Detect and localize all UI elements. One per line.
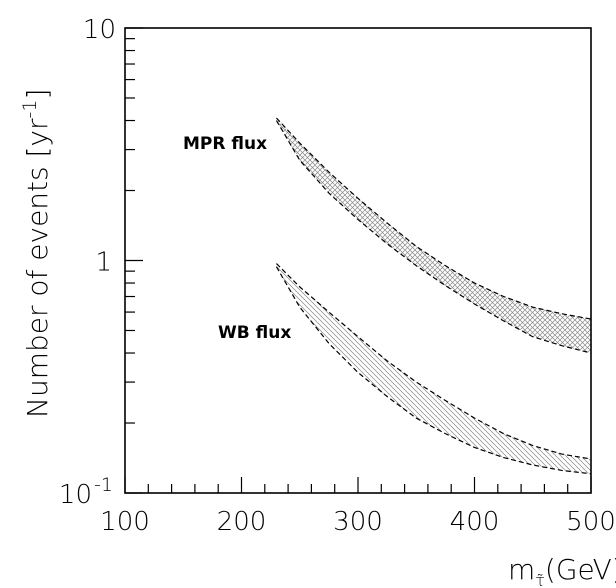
band-upper-line-1 — [276, 263, 592, 460]
band-lower-line-0 — [275, 120, 592, 354]
band-lower-line-1 — [275, 266, 592, 475]
y-tick-label: 10 — [59, 480, 92, 510]
x-tick-label: 300 — [333, 507, 383, 537]
band-label-0: MPR flux — [183, 134, 267, 154]
y-tick-exponent: -1 — [94, 474, 113, 496]
x-tick-label: 200 — [217, 507, 267, 537]
band-upper-line-0 — [276, 117, 592, 320]
y-tick-label: 1 — [95, 248, 112, 278]
annotations: MPR flux WB flux mτ̃(GeV) Number of events … — [19, 89, 616, 588]
data-bands — [275, 117, 592, 475]
x-tick-label: 100 — [100, 507, 150, 537]
x-axis-title: mτ̃(GeV) — [508, 553, 616, 588]
band-area-0 — [276, 118, 591, 354]
plot-frame — [124, 27, 592, 494]
x-axis: 100 200 300 400 500 — [100, 477, 616, 537]
x-tick-label: 400 — [450, 507, 500, 537]
band-label-1: WB flux — [218, 323, 291, 343]
y-tick-label: 10 — [83, 15, 116, 45]
x-tick-label: 500 — [566, 507, 616, 537]
y-axis-title: Number of events [yr-1] — [19, 89, 54, 418]
band-area-1 — [276, 263, 591, 474]
